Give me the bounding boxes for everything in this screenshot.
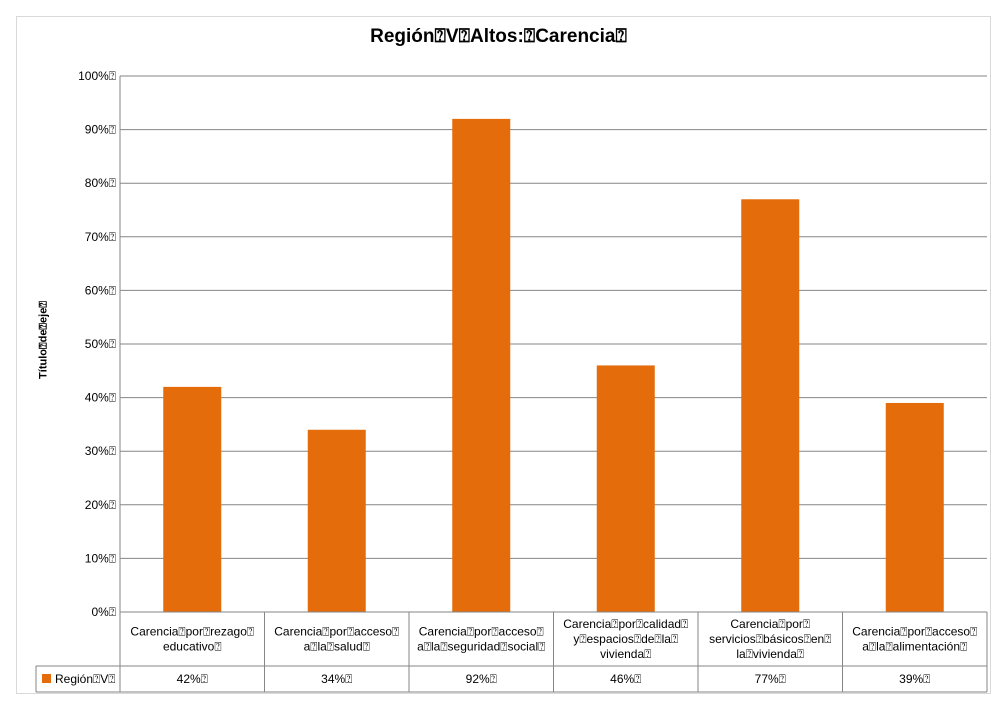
y-tick-label: 10%⍰ bbox=[85, 551, 116, 565]
x-category-label: Carencia⍰por⍰calidad⍰ bbox=[563, 617, 688, 631]
bar bbox=[885, 402, 944, 612]
y-tick-label: 0%⍰ bbox=[91, 605, 116, 619]
data-label: 77%⍰ bbox=[755, 672, 786, 686]
chart-frame bbox=[16, 16, 991, 694]
x-category-label: a⍰la⍰salud⍰ bbox=[304, 640, 370, 654]
bar bbox=[163, 386, 222, 612]
bar bbox=[452, 118, 511, 612]
legend-series-name: Región⍰V⍰ bbox=[55, 672, 115, 686]
data-label: 42%⍰ bbox=[177, 672, 208, 686]
data-label: 46%⍰ bbox=[610, 672, 641, 686]
y-tick-label: 50%⍰ bbox=[85, 337, 116, 351]
y-tick-label: 40%⍰ bbox=[85, 391, 116, 405]
y-tick-label: 90%⍰ bbox=[85, 123, 116, 137]
y-tick-label: 100%⍰ bbox=[78, 69, 116, 83]
bar bbox=[596, 365, 655, 612]
x-category-label: a⍰la⍰alimentación⍰ bbox=[862, 640, 967, 654]
bar bbox=[307, 429, 366, 612]
x-category-label: Carencia⍰por⍰rezago⍰ bbox=[130, 625, 254, 639]
legend-swatch bbox=[42, 674, 51, 683]
x-category-label: y⍰espacios⍰de⍰la⍰ bbox=[573, 632, 678, 646]
x-category-label: educativo⍰ bbox=[163, 640, 222, 654]
bar bbox=[741, 199, 800, 612]
x-category-label: la⍰vivienda⍰ bbox=[736, 647, 804, 661]
data-label: 39%⍰ bbox=[899, 672, 930, 686]
y-tick-label: 80%⍰ bbox=[85, 176, 116, 190]
x-category-label: vivienda⍰ bbox=[600, 647, 651, 661]
x-category-label: Carencia⍰por⍰acceso⍰ bbox=[274, 625, 399, 639]
x-category-label: a⍰la⍰seguridad⍰social⍰ bbox=[417, 640, 545, 654]
data-label: 92%⍰ bbox=[466, 672, 497, 686]
y-tick-label: 70%⍰ bbox=[85, 230, 116, 244]
y-tick-label: 20%⍰ bbox=[85, 498, 116, 512]
y-tick-label: 60%⍰ bbox=[85, 283, 116, 297]
x-category-label: Carencia⍰por⍰ bbox=[730, 617, 810, 631]
data-label: 34%⍰ bbox=[321, 672, 352, 686]
y-tick-label: 30%⍰ bbox=[85, 444, 116, 458]
chart-title: Región⍰V⍰Altos:⍰Carencia⍰ bbox=[370, 26, 627, 47]
x-category-label: Carencia⍰por⍰acceso⍰ bbox=[419, 625, 544, 639]
x-category-label: servicios⍰básicos⍰en⍰ bbox=[709, 632, 831, 646]
x-category-label: Carencia⍰por⍰acceso⍰ bbox=[852, 625, 977, 639]
